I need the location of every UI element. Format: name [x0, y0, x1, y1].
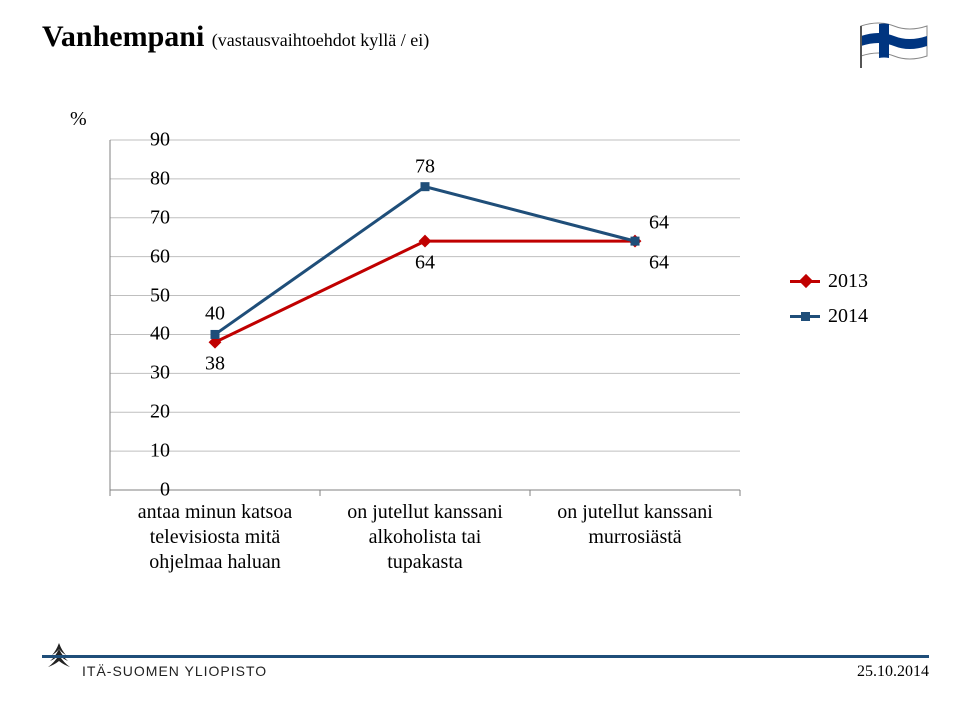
- legend-item-2014: 2014: [790, 305, 868, 328]
- y-tick-label: 30: [130, 362, 170, 385]
- plot-area: 38 64 64 40 78 64: [110, 140, 740, 490]
- y-tick-label: 60: [130, 245, 170, 268]
- y-tick-label: 90: [130, 129, 170, 152]
- chart: % 386464407864 0102030405060708090antaa …: [60, 130, 760, 560]
- title-sub: (vastausvaihtoehdot kyllä / ei): [212, 30, 429, 50]
- data-label: 64: [415, 252, 435, 275]
- footer-divider: [42, 655, 929, 658]
- y-tick-label: 0: [130, 479, 170, 502]
- footer-logo-text: ITÄ-SUOMEN YLIOPISTO: [82, 663, 267, 679]
- y-tick-label: 50: [130, 284, 170, 307]
- title-main: Vanhempani: [42, 20, 204, 53]
- legend-item-2013: 2013: [790, 270, 868, 293]
- legend-swatch-2014: [790, 315, 820, 318]
- y-tick-label: 70: [130, 206, 170, 229]
- legend-label: 2013: [828, 270, 868, 293]
- legend-swatch-2013: [790, 280, 820, 283]
- data-label: 64: [649, 212, 669, 235]
- x-category-label: on jutellut kanssanialkoholista taitupak…: [325, 500, 525, 575]
- x-category-label: antaa minun katsoatelevisiosta mitäohjel…: [115, 500, 315, 575]
- y-tick-label: 20: [130, 401, 170, 424]
- y-tick-label: 80: [130, 167, 170, 190]
- x-category-label: on jutellut kanssanimurrosiästä: [535, 500, 735, 550]
- data-label: 40: [205, 303, 225, 326]
- legend-label: 2014: [828, 305, 868, 328]
- page-title: Vanhempani (vastausvaihtoehdot kyllä / e…: [42, 20, 429, 54]
- footer: ITÄ-SUOMEN YLIOPISTO 25.10.2014: [0, 655, 959, 695]
- y-tick-label: 40: [130, 323, 170, 346]
- data-label: 78: [415, 155, 435, 178]
- footer-date: 25.10.2014: [857, 663, 929, 681]
- y-axis-unit: %: [70, 108, 87, 131]
- finland-flag-icon: [859, 18, 929, 75]
- y-tick-label: 10: [130, 440, 170, 463]
- legend: 2013 2014: [790, 270, 868, 340]
- data-label: 64: [649, 252, 669, 275]
- data-label: 38: [205, 353, 225, 376]
